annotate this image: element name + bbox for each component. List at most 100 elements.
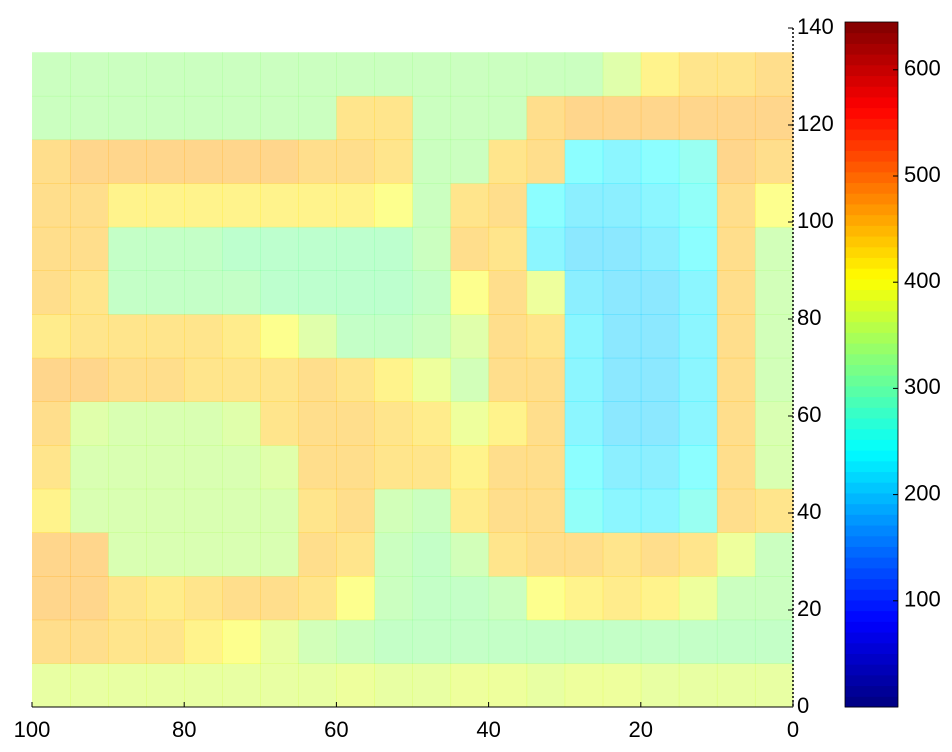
y-tick-label: 20 [797,596,821,621]
heat-cell [564,663,604,708]
colorbar-band [845,300,898,312]
heat-cell [222,619,261,664]
heat-cell [184,663,223,708]
heat-cell [564,576,604,621]
heat-cell [374,445,413,490]
heat-cell [108,270,147,315]
heat-cell [70,139,109,184]
heat-cell [412,663,452,708]
heat-cell [450,357,490,402]
heat-cell [260,532,299,577]
heat-cell [754,619,794,664]
heat-cell [70,183,109,228]
colorbar-band [845,460,898,473]
heat-cell [678,95,718,141]
colorbar-band [845,268,898,280]
heat-cell [108,488,147,533]
heat-cell [754,663,794,708]
heat-cell [298,576,337,621]
colorbar-tick-label: 300 [904,374,941,399]
heat-cell [488,576,528,621]
heat-cell [336,619,375,664]
heat-cell [184,95,223,141]
heat-cell [716,183,756,228]
heat-cell [412,95,452,141]
heat-cell [336,401,375,446]
heat-cell [488,314,528,359]
heat-cell [640,314,680,359]
heat-cell [222,139,261,184]
x-tick-label: 40 [476,717,500,742]
y-tick-label: 140 [797,14,834,39]
colorbar-band [845,22,898,34]
heat-cell [336,226,375,271]
heat-cell [488,226,528,271]
heat-cell [374,619,413,664]
heat-cell [412,226,452,271]
colorbar-band [845,685,898,697]
heat-cell [640,619,680,664]
heat-cell [754,226,794,271]
heat-cell [678,357,718,402]
heat-cell [526,95,566,141]
heat-cell [260,663,299,708]
x-tick-label: 60 [324,717,348,742]
heat-cell [108,183,147,228]
heat-cell [336,52,375,97]
x-tick-label: 0 [787,717,799,742]
heat-cell [222,95,261,141]
heat-cell [222,576,261,621]
colorbar-band [845,407,898,419]
colorbar-band [845,353,898,365]
heat-cell [564,445,604,490]
x-tick-label: 20 [629,717,653,742]
heat-cell [602,270,642,315]
colorbar-band [845,546,898,558]
heat-cell [298,619,337,664]
heat-cell [526,314,566,359]
heat-cell [374,183,413,228]
heat-cell [450,663,490,708]
heat-cell [450,270,490,315]
heat-cell [146,139,185,184]
colorbar-band [845,278,898,291]
heat-cell [32,226,71,271]
heat-cell [336,445,375,490]
heat-cell [70,663,109,708]
heat-cell [70,619,109,664]
heat-cell [184,226,223,271]
heat-cell [716,619,756,664]
heat-cell [488,663,528,708]
heat-cell [222,314,261,359]
heat-cell [412,532,452,577]
y-tick-label: 40 [797,499,821,524]
heat-cell [450,401,490,446]
heat-cell [450,619,490,664]
heat-cell [678,576,718,621]
heat-cell [564,95,604,141]
heat-cell [32,488,71,533]
heat-cell [374,226,413,271]
heat-cell [640,445,680,490]
colorbar-band [845,642,898,654]
heat-cell [260,270,299,315]
heat-cell [108,663,147,708]
heat-cell [488,619,528,664]
heat-cell [222,270,261,315]
colorbar-band [845,385,898,398]
heat-cell [374,663,413,708]
heat-cell [184,576,223,621]
heat-cell [754,270,794,315]
heat-cell [716,52,756,97]
colorbar-band [845,471,898,483]
heat-cell [374,488,413,533]
heat-cell [146,445,185,490]
heat-cell [374,270,413,315]
heat-cell [70,226,109,271]
heat-cell [526,401,566,446]
heat-cell [336,532,375,577]
heat-cell [298,532,337,577]
heat-cell [678,401,718,446]
y-tick-label: 60 [797,402,821,427]
colorbar-band [845,214,898,226]
